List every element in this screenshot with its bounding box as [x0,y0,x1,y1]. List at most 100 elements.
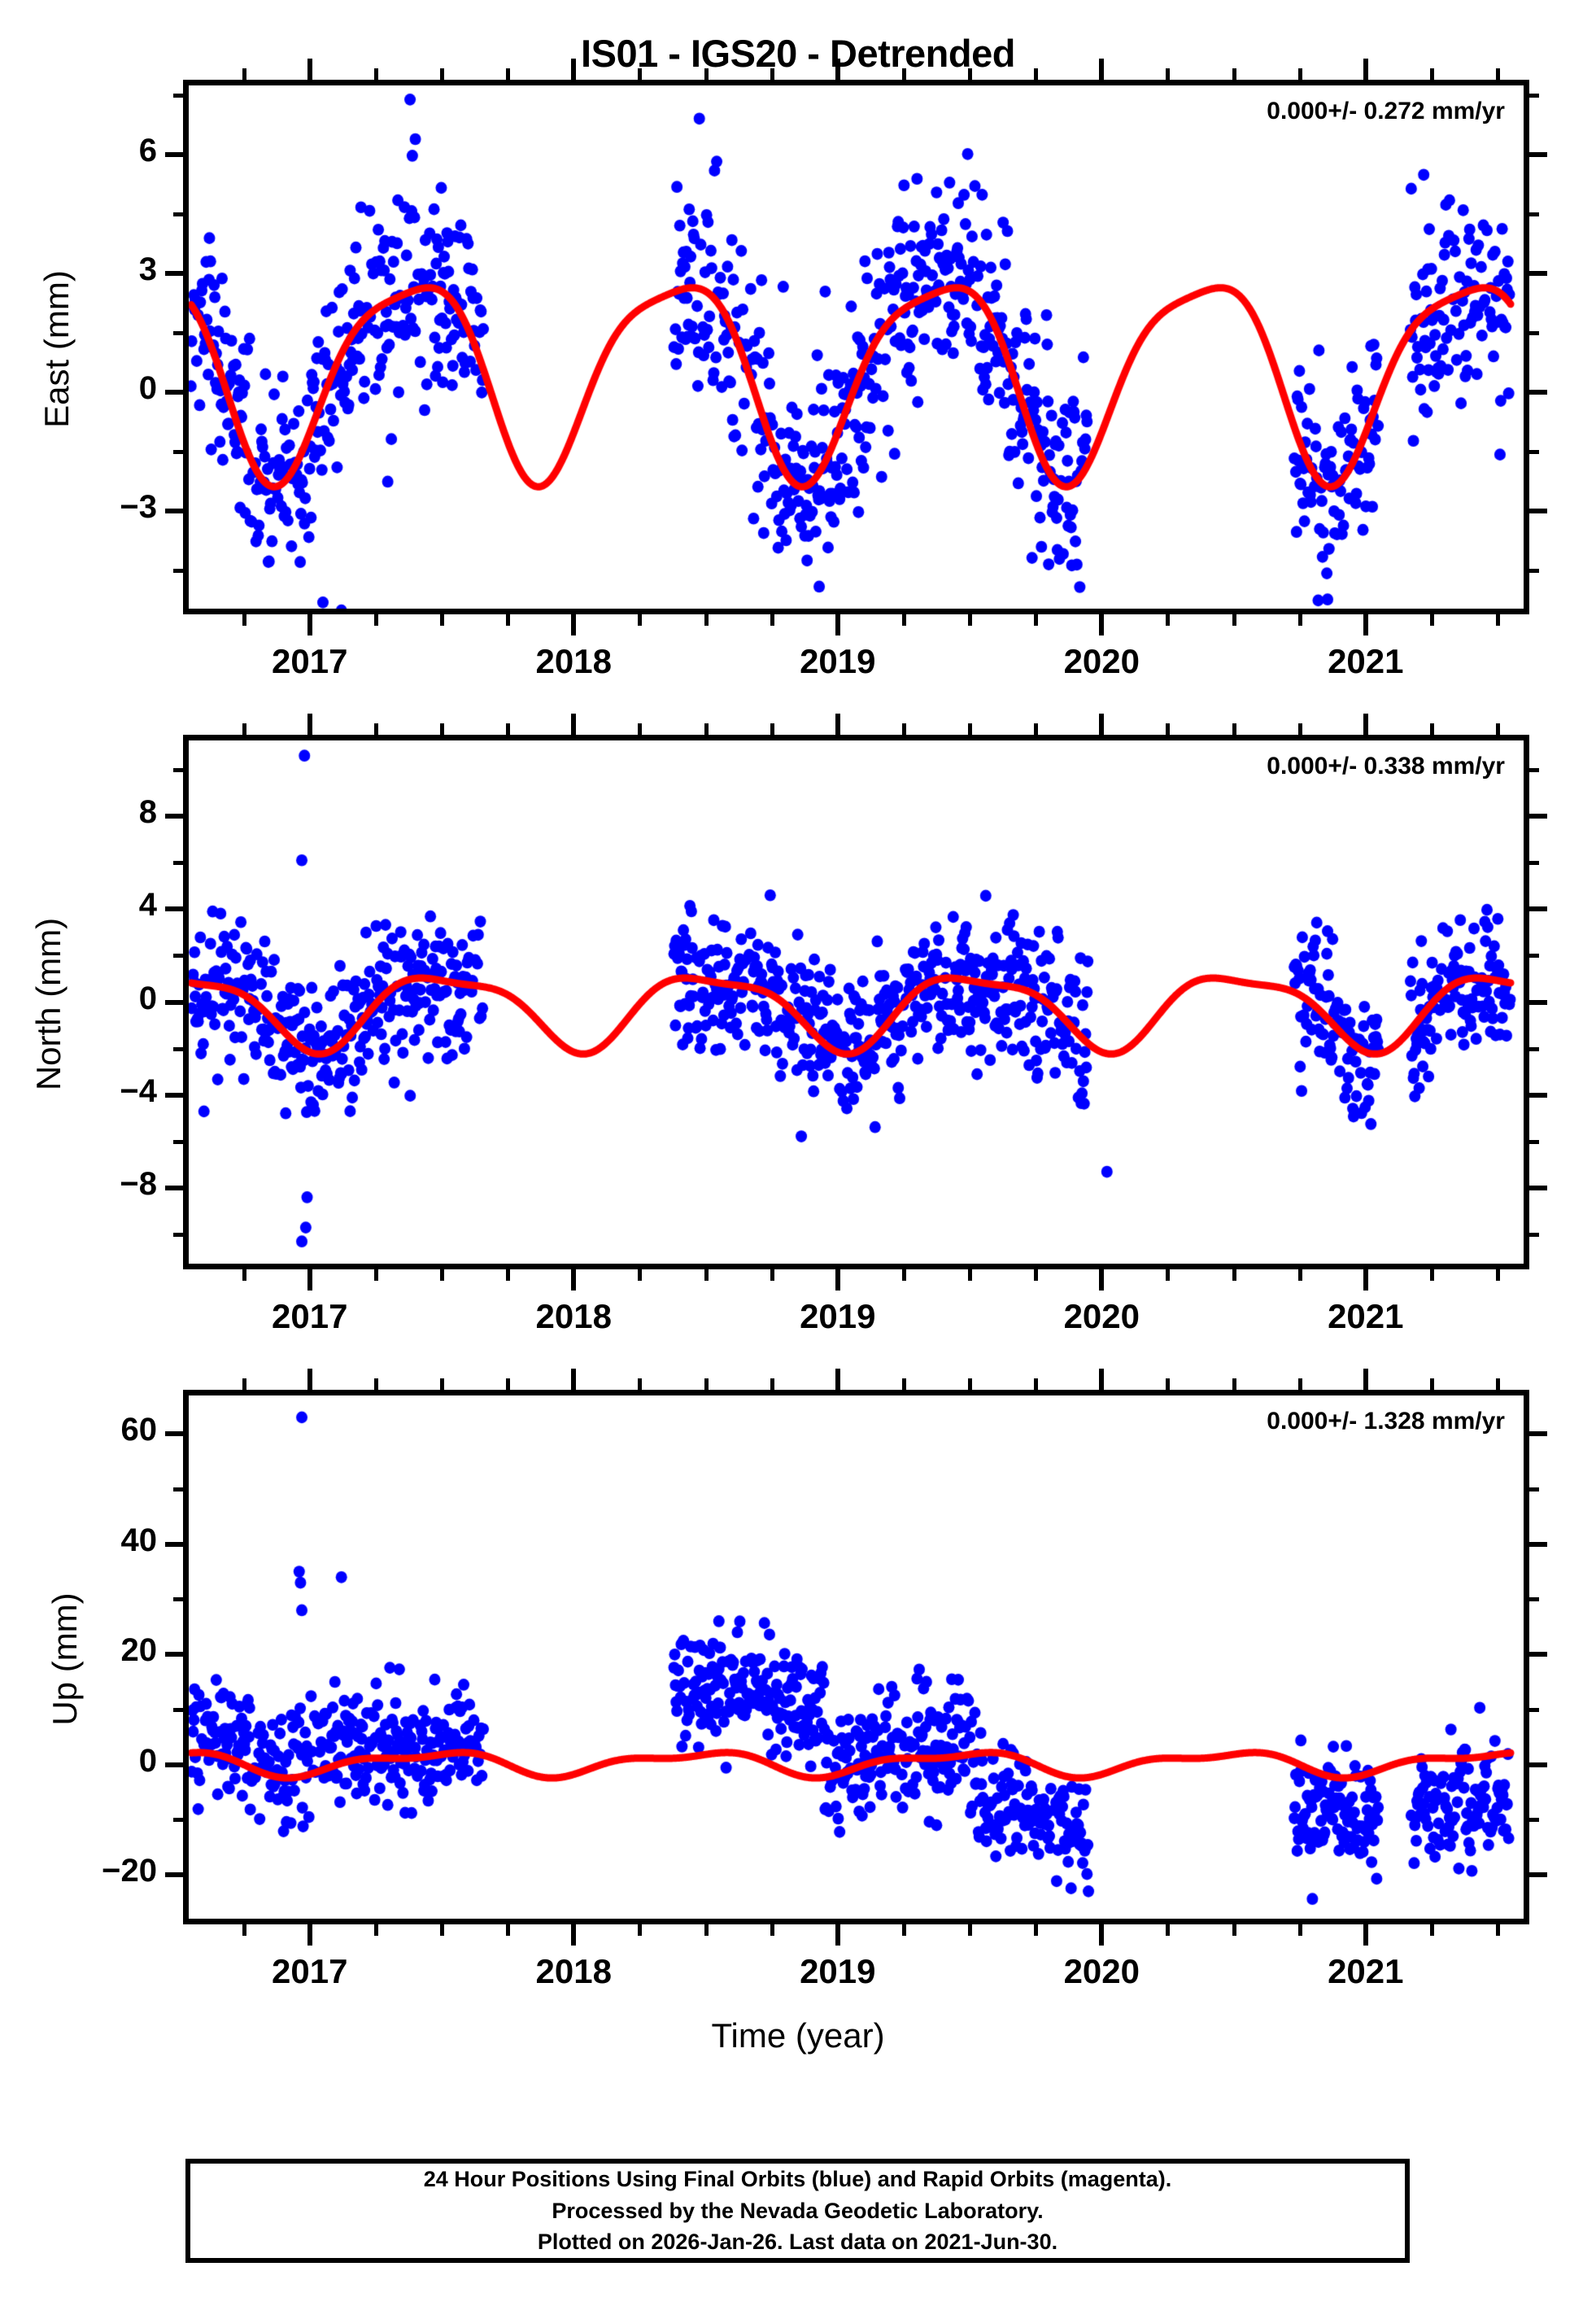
y-tick-mark [165,271,183,277]
y-tick-mark-right [1529,1762,1547,1767]
x-minor-tick-top [1496,1378,1501,1390]
y-tick-mark-right [1529,390,1547,395]
x-minor-tick-top [506,68,511,80]
x-minor-tick-top [1232,1378,1236,1390]
y-tick-mark [165,152,183,158]
x-tick-label: 2020 [1063,1952,1140,1990]
x-minor-tick-top [1034,723,1039,735]
y-tick-mark-right [1529,813,1547,819]
x-tick-mark [571,614,577,635]
x-minor-tick-top [373,1378,378,1390]
y-minor-tick-right [1529,1046,1539,1051]
x-tick-label: 2021 [1328,1952,1404,1990]
panel-up [183,1390,1529,1924]
x-tick-label: 2019 [800,642,876,680]
x-minor-tick-top [1429,1378,1434,1390]
y-tick-mark-right [1529,509,1547,514]
x-minor-tick-top [1297,1378,1302,1390]
y-tick-mark [165,1431,183,1437]
x-minor-tick-top [1429,723,1434,735]
x-minor-tick [440,1924,445,1936]
x-tick-label: 2017 [272,1952,348,1990]
x-minor-tick [506,1924,511,1936]
x-minor-tick-top [968,68,973,80]
y-minor-tick [173,569,183,574]
x-tick-mark [835,1924,840,1946]
y-tick-mark-right [1529,1092,1547,1098]
x-minor-tick-top [242,723,246,735]
x-minor-tick-top [704,1378,709,1390]
north-plot-canvas [183,735,1529,1269]
x-minor-tick-top [770,1378,774,1390]
page-title: IS01 - IGS20 - Detrended [581,32,1015,75]
x-minor-tick-top [242,1378,246,1390]
x-tick-label: 2017 [272,642,348,680]
x-minor-tick [1297,1924,1302,1936]
y-tick-label: 0 [138,980,157,1016]
y-minor-tick-right [1529,954,1539,959]
x-minor-tick [1429,614,1434,626]
y-tick-mark-right [1529,999,1547,1005]
y-tick-mark-right [1529,906,1547,912]
x-tick-mark [835,614,840,635]
x-minor-tick-top [704,68,709,80]
y-tick-mark [165,1092,183,1098]
x-minor-tick-top [770,723,774,735]
y-minor-tick [173,767,183,772]
x-minor-tick [242,614,246,626]
y-minor-tick-right [1529,1707,1539,1712]
y-tick-label: 0 [138,370,157,407]
x-tick-mark-top [571,714,577,735]
y-minor-tick-right [1529,767,1539,772]
x-minor-tick [1232,1269,1236,1281]
panel-north [183,735,1529,1269]
x-minor-tick-top [1429,68,1434,80]
caption-box: 24 Hour Positions Using Final Orbits (bl… [185,2159,1410,2263]
x-minor-tick [901,1924,906,1936]
x-minor-tick-top [506,1378,511,1390]
caption-line-2: Processed by the Nevada Geodetic Laborat… [552,2198,1044,2223]
x-minor-tick-top [373,723,378,735]
x-tick-mark [1099,1269,1105,1291]
x-tick-mark-top [1363,59,1368,80]
x-minor-tick-top [1496,723,1501,735]
y-tick-mark-right [1529,1652,1547,1657]
x-minor-tick-top [440,723,445,735]
x-minor-tick [704,614,709,626]
x-minor-tick-top [1232,68,1236,80]
x-tick-mark [307,1924,312,1946]
y-minor-tick-right [1529,1597,1539,1602]
x-tick-mark-top [1099,59,1105,80]
caption-line-3: Plotted on 2026-Jan-26. Last data on 202… [537,2230,1058,2255]
east-rate-label: 0.000+/- 0.272 mm/yr [1267,98,1505,124]
x-axis-label: Time (year) [711,2016,885,2055]
y-minor-tick [173,861,183,866]
x-minor-tick-top [506,723,511,735]
y-minor-tick-right [1529,212,1539,217]
x-minor-tick-top [1166,1378,1171,1390]
x-minor-tick [506,1269,511,1281]
x-minor-tick [440,1269,445,1281]
y-minor-tick [173,94,183,98]
x-minor-tick-top [968,1378,973,1390]
y-tick-mark [165,1541,183,1547]
y-tick-mark [165,813,183,819]
y-minor-tick-right [1529,1487,1539,1491]
x-minor-tick [1496,614,1501,626]
x-minor-tick [1297,1269,1302,1281]
x-minor-tick [373,614,378,626]
x-tick-label: 2020 [1063,642,1140,680]
x-tick-mark [1363,614,1368,635]
y-minor-tick [173,1597,183,1602]
y-tick-label: −20 [102,1853,157,1889]
x-tick-mark-top [1363,714,1368,735]
y-tick-mark [165,906,183,912]
y-minor-tick [173,1707,183,1712]
up-plot-canvas [183,1390,1529,1924]
x-minor-tick [704,1924,709,1936]
x-minor-tick-top [638,723,643,735]
x-minor-tick [1166,1924,1171,1936]
y-minor-tick-right [1529,450,1539,455]
x-tick-mark-top [1099,714,1105,735]
x-minor-tick [242,1269,246,1281]
